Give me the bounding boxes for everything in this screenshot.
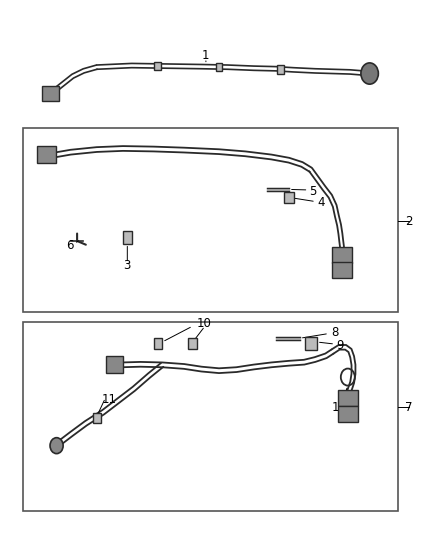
Circle shape [50, 438, 63, 454]
Text: 3: 3 [124, 259, 131, 272]
Bar [22, 128, 398, 312]
Text: 6: 6 [66, 239, 74, 252]
Bar [215, 63, 223, 71]
Bar [188, 338, 197, 350]
Text: 10: 10 [196, 318, 211, 330]
Text: 9: 9 [337, 338, 344, 352]
Text: 4: 4 [318, 196, 325, 209]
Polygon shape [267, 188, 289, 191]
Text: 12: 12 [332, 401, 346, 414]
Bar [154, 62, 161, 70]
Text: 8: 8 [331, 326, 339, 340]
FancyBboxPatch shape [338, 406, 358, 422]
FancyBboxPatch shape [338, 390, 358, 406]
Polygon shape [276, 337, 300, 340]
FancyBboxPatch shape [42, 86, 60, 101]
FancyBboxPatch shape [37, 147, 56, 164]
Text: 2: 2 [405, 215, 413, 228]
Bar [304, 337, 317, 351]
Bar [123, 231, 132, 244]
Bar [277, 65, 284, 74]
Text: 5: 5 [309, 184, 317, 198]
Text: 7: 7 [405, 401, 413, 414]
FancyBboxPatch shape [332, 247, 352, 263]
Circle shape [361, 63, 378, 84]
Bar [93, 413, 101, 423]
Bar [153, 338, 162, 350]
FancyBboxPatch shape [106, 357, 123, 373]
Bar [284, 191, 293, 203]
FancyBboxPatch shape [332, 262, 352, 278]
Text: 11: 11 [102, 393, 117, 406]
Bar [22, 322, 398, 511]
Text: 1: 1 [202, 50, 210, 62]
